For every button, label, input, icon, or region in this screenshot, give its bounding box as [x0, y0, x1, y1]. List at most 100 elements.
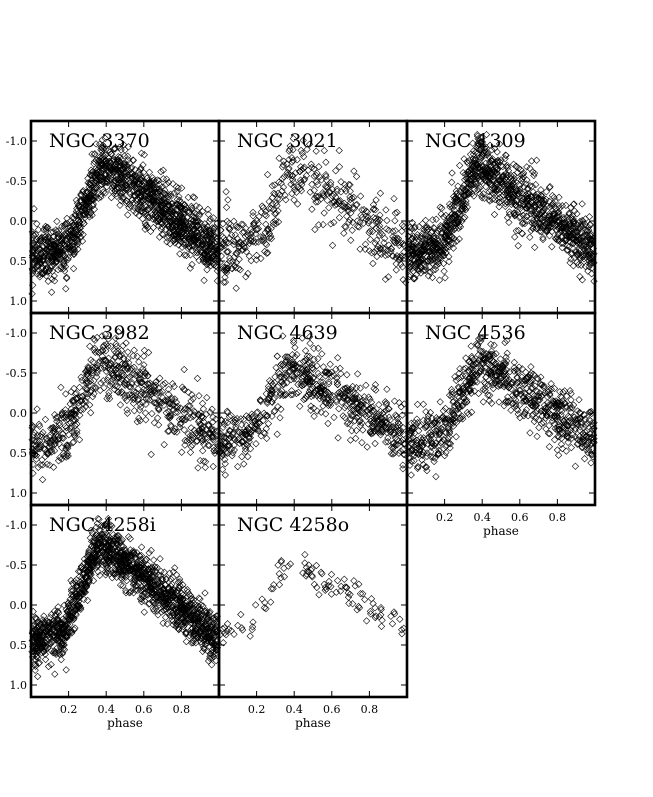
data-point	[238, 228, 247, 237]
data-point	[108, 150, 116, 158]
data-point	[211, 244, 219, 253]
data-point	[273, 195, 282, 203]
data-point	[88, 150, 96, 158]
data-point	[258, 202, 266, 210]
data-point	[530, 417, 538, 426]
data-point	[126, 202, 135, 210]
data-point	[140, 151, 148, 159]
data-point	[397, 239, 405, 247]
data-point	[36, 271, 44, 279]
data-point	[206, 254, 214, 262]
data-point	[210, 231, 218, 239]
data-point	[181, 441, 189, 449]
data-point	[340, 184, 349, 193]
data-point	[347, 405, 356, 413]
data-point	[319, 402, 327, 410]
data-point	[156, 181, 164, 189]
data-point	[87, 356, 95, 364]
data-point	[143, 211, 152, 220]
data-point	[219, 220, 227, 228]
data-point	[186, 414, 194, 422]
data-point	[39, 252, 47, 261]
data-point	[80, 196, 88, 204]
data-point	[526, 429, 534, 437]
data-point	[131, 177, 139, 185]
data-point	[335, 163, 344, 171]
data-point	[391, 239, 399, 247]
data-point	[384, 434, 392, 442]
data-point	[186, 448, 195, 457]
data-point	[210, 224, 218, 232]
data-point	[114, 153, 122, 161]
data-point	[91, 150, 99, 158]
data-point	[159, 231, 167, 239]
data-point	[276, 195, 284, 203]
data-point	[145, 168, 154, 176]
data-point	[93, 166, 101, 174]
data-point	[199, 255, 208, 263]
data-point	[115, 176, 123, 185]
data-point	[69, 248, 77, 256]
data-point	[63, 244, 71, 252]
data-point	[529, 216, 537, 225]
data-point	[129, 187, 138, 195]
data-point	[109, 155, 118, 163]
data-point	[128, 196, 136, 204]
data-point	[228, 264, 236, 273]
data-point	[255, 212, 263, 221]
data-point	[391, 227, 399, 235]
data-point	[300, 163, 309, 171]
data-point	[52, 251, 60, 259]
data-point	[163, 238, 171, 246]
data-point	[159, 166, 167, 174]
data-point	[159, 175, 167, 183]
data-point	[60, 233, 68, 241]
data-point	[173, 200, 181, 209]
data-point	[342, 223, 350, 231]
data-point	[154, 203, 162, 211]
data-point	[384, 273, 393, 281]
data-point	[188, 246, 196, 255]
data-point	[116, 189, 124, 197]
data-point	[179, 239, 187, 248]
data-point	[49, 228, 57, 236]
data-point	[117, 197, 125, 205]
data-point	[135, 167, 143, 176]
data-point	[137, 176, 145, 185]
data-point	[381, 275, 390, 283]
data-point	[99, 188, 108, 196]
data-point	[96, 158, 104, 166]
data-point	[96, 173, 104, 182]
y-tick-label: 1.0	[10, 295, 28, 308]
data-point	[234, 462, 242, 471]
data-point	[98, 174, 106, 183]
data-point	[105, 394, 114, 403]
data-point	[357, 211, 365, 219]
data-point	[345, 218, 353, 226]
data-point	[169, 208, 177, 216]
data-point	[205, 258, 213, 266]
data-point	[545, 443, 554, 451]
data-point	[69, 264, 78, 273]
data-point	[115, 184, 123, 192]
data-point	[303, 145, 311, 154]
data-point	[346, 187, 354, 195]
data-point	[261, 247, 269, 256]
data-point	[381, 234, 389, 243]
data-point	[365, 229, 373, 237]
data-point	[166, 190, 175, 198]
data-point	[333, 380, 342, 388]
data-point	[47, 288, 56, 296]
data-point	[441, 451, 449, 460]
data-point	[327, 178, 335, 187]
data-point	[571, 462, 580, 470]
data-point	[289, 175, 297, 184]
data-point	[176, 250, 184, 258]
data-point	[391, 209, 399, 217]
data-point	[265, 204, 273, 213]
data-point	[130, 171, 139, 179]
data-point	[375, 401, 383, 409]
data-point	[209, 462, 217, 471]
data-point	[399, 465, 407, 473]
